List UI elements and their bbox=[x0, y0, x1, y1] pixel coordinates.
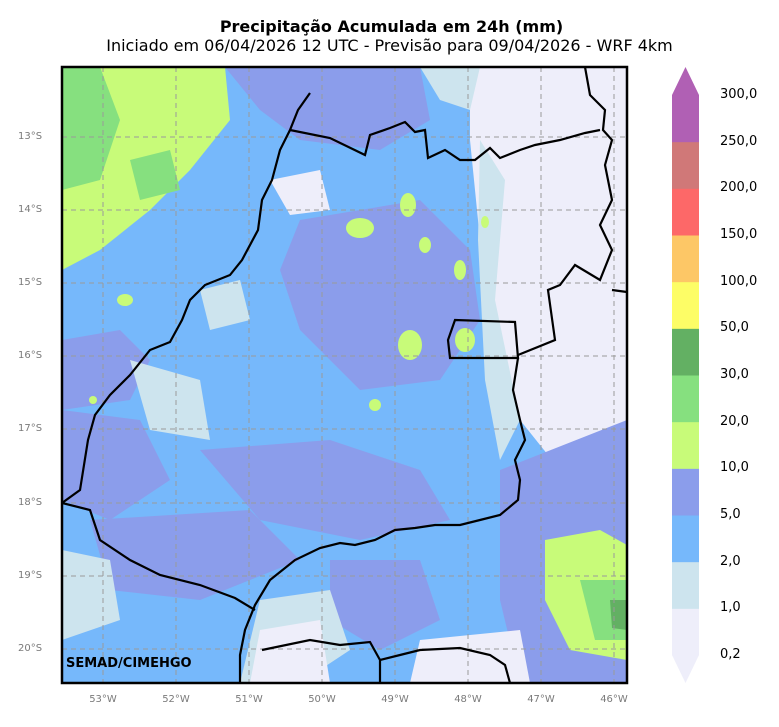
lon-tick: 46°W bbox=[600, 694, 628, 705]
colorbar-label: 0,2 bbox=[720, 647, 741, 662]
lon-tick: 50°W bbox=[308, 694, 336, 705]
colorbar-label: 5,0 bbox=[720, 507, 741, 522]
lat-tick: 14°S bbox=[18, 204, 43, 215]
colorbar-min-arrow bbox=[672, 655, 699, 683]
colorbar-label: 1,0 bbox=[720, 600, 741, 616]
colorbar-label: 300,0 bbox=[720, 87, 758, 102]
colorbar-segment bbox=[672, 95, 699, 143]
map-subtitle: Iniciado em 06/04/2026 12 UTC - Previsão… bbox=[106, 36, 673, 55]
colorbar-label: 100,0 bbox=[720, 273, 758, 289]
colorbar-label: 150,0 bbox=[720, 227, 758, 242]
colorbar-label: 2,0 bbox=[720, 553, 741, 569]
lon-tick: 49°W bbox=[381, 694, 409, 705]
lon-tick: 53°W bbox=[89, 694, 117, 705]
state-boundaries bbox=[62, 67, 627, 683]
colorbar-segment bbox=[672, 608, 699, 656]
colorbar-segment bbox=[672, 421, 699, 469]
lat-tick: 16°S bbox=[18, 350, 43, 361]
lat-tick: 15°S bbox=[18, 277, 43, 288]
colorbar-segment bbox=[672, 141, 699, 189]
graticule bbox=[62, 67, 627, 683]
colorbar-segment bbox=[672, 375, 699, 423]
lat-tick: 18°S bbox=[18, 497, 43, 508]
map-frame bbox=[60, 65, 629, 685]
colorbar-segment bbox=[672, 515, 699, 563]
colorbar-label: 30,0 bbox=[720, 367, 749, 382]
lon-tick: 51°W bbox=[235, 694, 263, 705]
precipitation-field bbox=[62, 67, 627, 683]
colorbar-label: 10,0 bbox=[720, 460, 749, 476]
colorbar-label: 50,0 bbox=[720, 320, 749, 336]
colorbar-max-arrow bbox=[672, 67, 699, 95]
colorbar-segment bbox=[672, 328, 699, 376]
colorbar-label: 20,0 bbox=[720, 413, 749, 429]
lon-tick: 52°W bbox=[162, 694, 190, 705]
lon-tick: 47°W bbox=[527, 694, 555, 705]
colorbar-segment bbox=[672, 468, 699, 516]
colorbar-segment bbox=[672, 281, 699, 329]
lat-tick: 19°S bbox=[18, 570, 43, 581]
colorbar-segment bbox=[672, 188, 699, 236]
lon-tick: 48°W bbox=[454, 694, 482, 705]
lat-tick: 17°S bbox=[18, 423, 43, 434]
map-title: Precipitação Acumulada em 24h (mm) bbox=[219, 17, 564, 36]
lat-tick: 20°S bbox=[18, 643, 43, 654]
colorbar-label: 200,0 bbox=[720, 180, 758, 196]
colorbar-label: 250,0 bbox=[720, 133, 758, 149]
colorbar-segment bbox=[672, 561, 699, 609]
lat-tick: 13°S bbox=[18, 131, 43, 142]
credit-label: SEMAD/CIMEHGO bbox=[66, 656, 192, 671]
colorbar-segment bbox=[672, 235, 699, 283]
